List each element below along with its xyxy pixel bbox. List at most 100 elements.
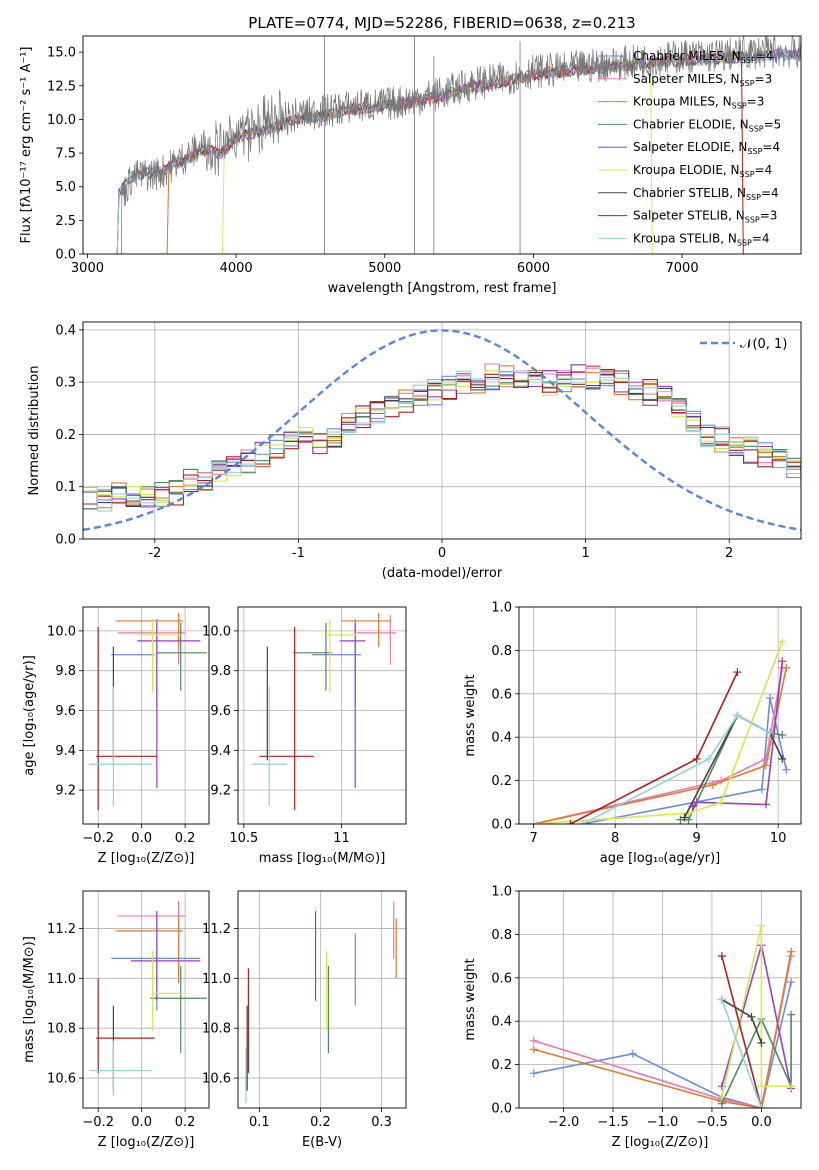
age_vs_Z-x-label: Z [log₁₀(Z/Z⊙)] <box>98 851 195 866</box>
mass_vs_Z-y-tick-label: 10.6 <box>47 1072 76 1087</box>
weight-line-kroupa_miles <box>533 951 792 1108</box>
legend-subscript: SSP <box>741 56 756 65</box>
legend-tail: =4 <box>755 163 773 177</box>
residual-histogram-kroupa_elodie <box>83 370 801 504</box>
mass_vs_Z-y-tick-label: 11.2 <box>47 922 76 937</box>
weight_vs_age-y-tick-label: 0.6 <box>491 687 512 702</box>
spectrum-plot-area <box>116 36 801 254</box>
weight_vs_age-y-tick-label: 0.4 <box>491 731 512 746</box>
weight-line-kroupa_stelib <box>721 999 763 1108</box>
residuals-x-tick-label: 1 <box>581 546 589 561</box>
mass_vs_ebv-x-tick-label: 0.3 <box>371 1115 392 1130</box>
weight-line-kroupa_stelib <box>582 714 771 824</box>
age_vs_mass-y-tick-label: 9.4 <box>210 744 231 759</box>
age_vs_mass-x-tick-label: 10.5 <box>229 831 258 846</box>
weight_vs_age-frame <box>518 606 802 825</box>
spectrum-y-tick-label: 12.5 <box>47 79 76 94</box>
legend-tail: =3 <box>755 72 773 86</box>
residuals-y-tick-label: 0.4 <box>55 323 76 338</box>
age_vs_mass-x-label: mass [log₁₀(M/M⊙)] <box>259 851 386 866</box>
age_vs_Z-plot-area <box>83 607 209 824</box>
legend-normal-label: 𝒩(0, 1) <box>740 337 787 352</box>
weight-line-salpeter_elodie <box>692 661 784 808</box>
weight-line-salpeter_elodie <box>721 945 792 1089</box>
weight_vs_age-x-label: age [log₁₀(age/yr)] <box>600 851 721 866</box>
legend-label: Salpeter MILES, NSSP=3 <box>633 72 772 88</box>
weight_vs_Z-x-tick-label: 0.0 <box>751 1115 772 1130</box>
weight_vs_Z-frame <box>518 890 802 1109</box>
normal-curve <box>83 329 801 531</box>
residuals-plot-area <box>83 322 801 539</box>
mass_vs_Z-x-tick-label: 0.2 <box>175 1115 196 1130</box>
weight-line-salpeter_miles <box>533 667 784 824</box>
spectrum-title: PLATE=0774, MJD=52286, FIBERID=0638, z=0… <box>248 14 635 32</box>
residuals-x-tick-label: 2 <box>725 546 733 561</box>
spectrum-y-tick-label: 5.0 <box>55 180 76 195</box>
age_vs_Z-y-tick-label: 9.4 <box>55 744 76 759</box>
legend-label: Salpeter STELIB, NSSP=3 <box>633 209 777 225</box>
legend-label: Chabrier MILES, NSSP=4 <box>633 49 773 65</box>
mass_vs_ebv-x-tick-label: 0.2 <box>310 1115 331 1130</box>
legend-subscript: SSP <box>737 238 752 247</box>
weight_vs_age-x-tick-label: 9 <box>693 831 701 846</box>
legend-label: Kroupa ELODIE, NSSP=4 <box>633 163 772 179</box>
weight_vs_Z-x-label: Z [log₁₀(Z/Z⊙)] <box>612 1135 709 1150</box>
legend-label: Chabrier STELIB, NSSP=4 <box>633 186 779 202</box>
residuals-y-label: Normed distribution <box>27 366 42 496</box>
mass_vs_Z-frame <box>82 890 210 1109</box>
legend-tail: =5 <box>764 117 782 131</box>
weight-line-kroupa_elodie <box>533 641 784 824</box>
residuals-x-label: (data-model)/error <box>382 566 503 581</box>
mass_vs_ebv-y-tick-label: 10.6 <box>202 1072 231 1087</box>
mass_vs_Z-x-label: Z [log₁₀(Z/Z⊙)] <box>98 1135 195 1150</box>
weight_vs_Z-y-tick-label: 0.0 <box>491 1102 512 1117</box>
legend-tail: =4 <box>752 231 770 245</box>
weight_vs_age-x-tick-label: 7 <box>530 831 538 846</box>
residuals-y-tick-label: 0.2 <box>55 428 76 443</box>
legend-subscript: SSP <box>732 102 747 111</box>
weight-line-salpeter_stelib <box>569 671 739 824</box>
age_vs_mass-frame <box>237 606 407 825</box>
legend-subscript: SSP <box>745 216 760 225</box>
weight_vs_age-y-tick-label: 0.2 <box>491 774 512 789</box>
spectrum-x-tick-label: 3000 <box>71 261 104 276</box>
weight_vs_age-y-tick-label: 1.0 <box>491 601 512 616</box>
weight-line-salpeter_stelib <box>721 955 763 1108</box>
legend-subscript: SSP <box>747 147 762 156</box>
age_vs_Z-x-tick-label: −0.2 <box>82 831 114 846</box>
mass_vs_ebv-plot-area <box>238 891 406 1108</box>
age_vs_mass-y-tick-label: 10.0 <box>202 624 231 639</box>
spectrum-y-tick-label: 15.0 <box>47 46 76 61</box>
spectrum-x-tick-label: 5000 <box>368 261 401 276</box>
legend-tail: =4 <box>756 49 774 63</box>
weight_vs_Z-plot-area <box>519 891 801 1108</box>
legend-label: Kroupa STELIB, NSSP=4 <box>633 231 770 247</box>
residuals-x-tick-label: -1 <box>292 546 305 561</box>
residuals-x-tick-label: -2 <box>148 546 161 561</box>
spectrum-x-tick-label: 7000 <box>666 261 699 276</box>
spectrum-y-tick-label: 2.5 <box>55 214 76 229</box>
residuals-y-tick-label: 0.0 <box>55 533 76 548</box>
age_vs_Z-y-tick-label: 9.8 <box>55 664 76 679</box>
mass_vs_ebv-frame <box>237 890 407 1109</box>
residuals-y-tick-label: 0.1 <box>55 480 76 495</box>
spectrum-y-tick-label: 7.5 <box>55 147 76 162</box>
mass_vs_ebv-y-tick-label: 10.8 <box>202 1022 231 1037</box>
weight-line-chabrier_elodie <box>721 1014 792 1105</box>
age_vs_Z-frame <box>82 606 210 825</box>
weight_vs_Z-x-tick-label: −1.0 <box>647 1115 679 1130</box>
residual-histogram-salpeter_stelib <box>83 365 801 506</box>
legend-label: Salpeter ELODIE, NSSP=4 <box>633 140 780 156</box>
spectrum-frame <box>82 35 802 255</box>
weight_vs_Z-x-tick-label: −0.5 <box>696 1115 728 1130</box>
weight_vs_Z-y-tick-label: 1.0 <box>491 885 512 900</box>
mass_vs_Z-plot-area <box>83 891 209 1108</box>
legend-tail: =3 <box>747 95 765 109</box>
age_vs_mass-plot-area <box>238 607 406 824</box>
weight_vs_age-x-tick-label: 8 <box>611 831 619 846</box>
residual-histogram-chabrier_elodie <box>83 364 801 510</box>
mass_vs_ebv-x-tick-label: 0.1 <box>249 1115 270 1130</box>
mass_vs_Z-y-label: mass [log₁₀(M/M⊙)] <box>22 936 37 1063</box>
weight_vs_age-y-tick-label: 0.8 <box>491 644 512 659</box>
